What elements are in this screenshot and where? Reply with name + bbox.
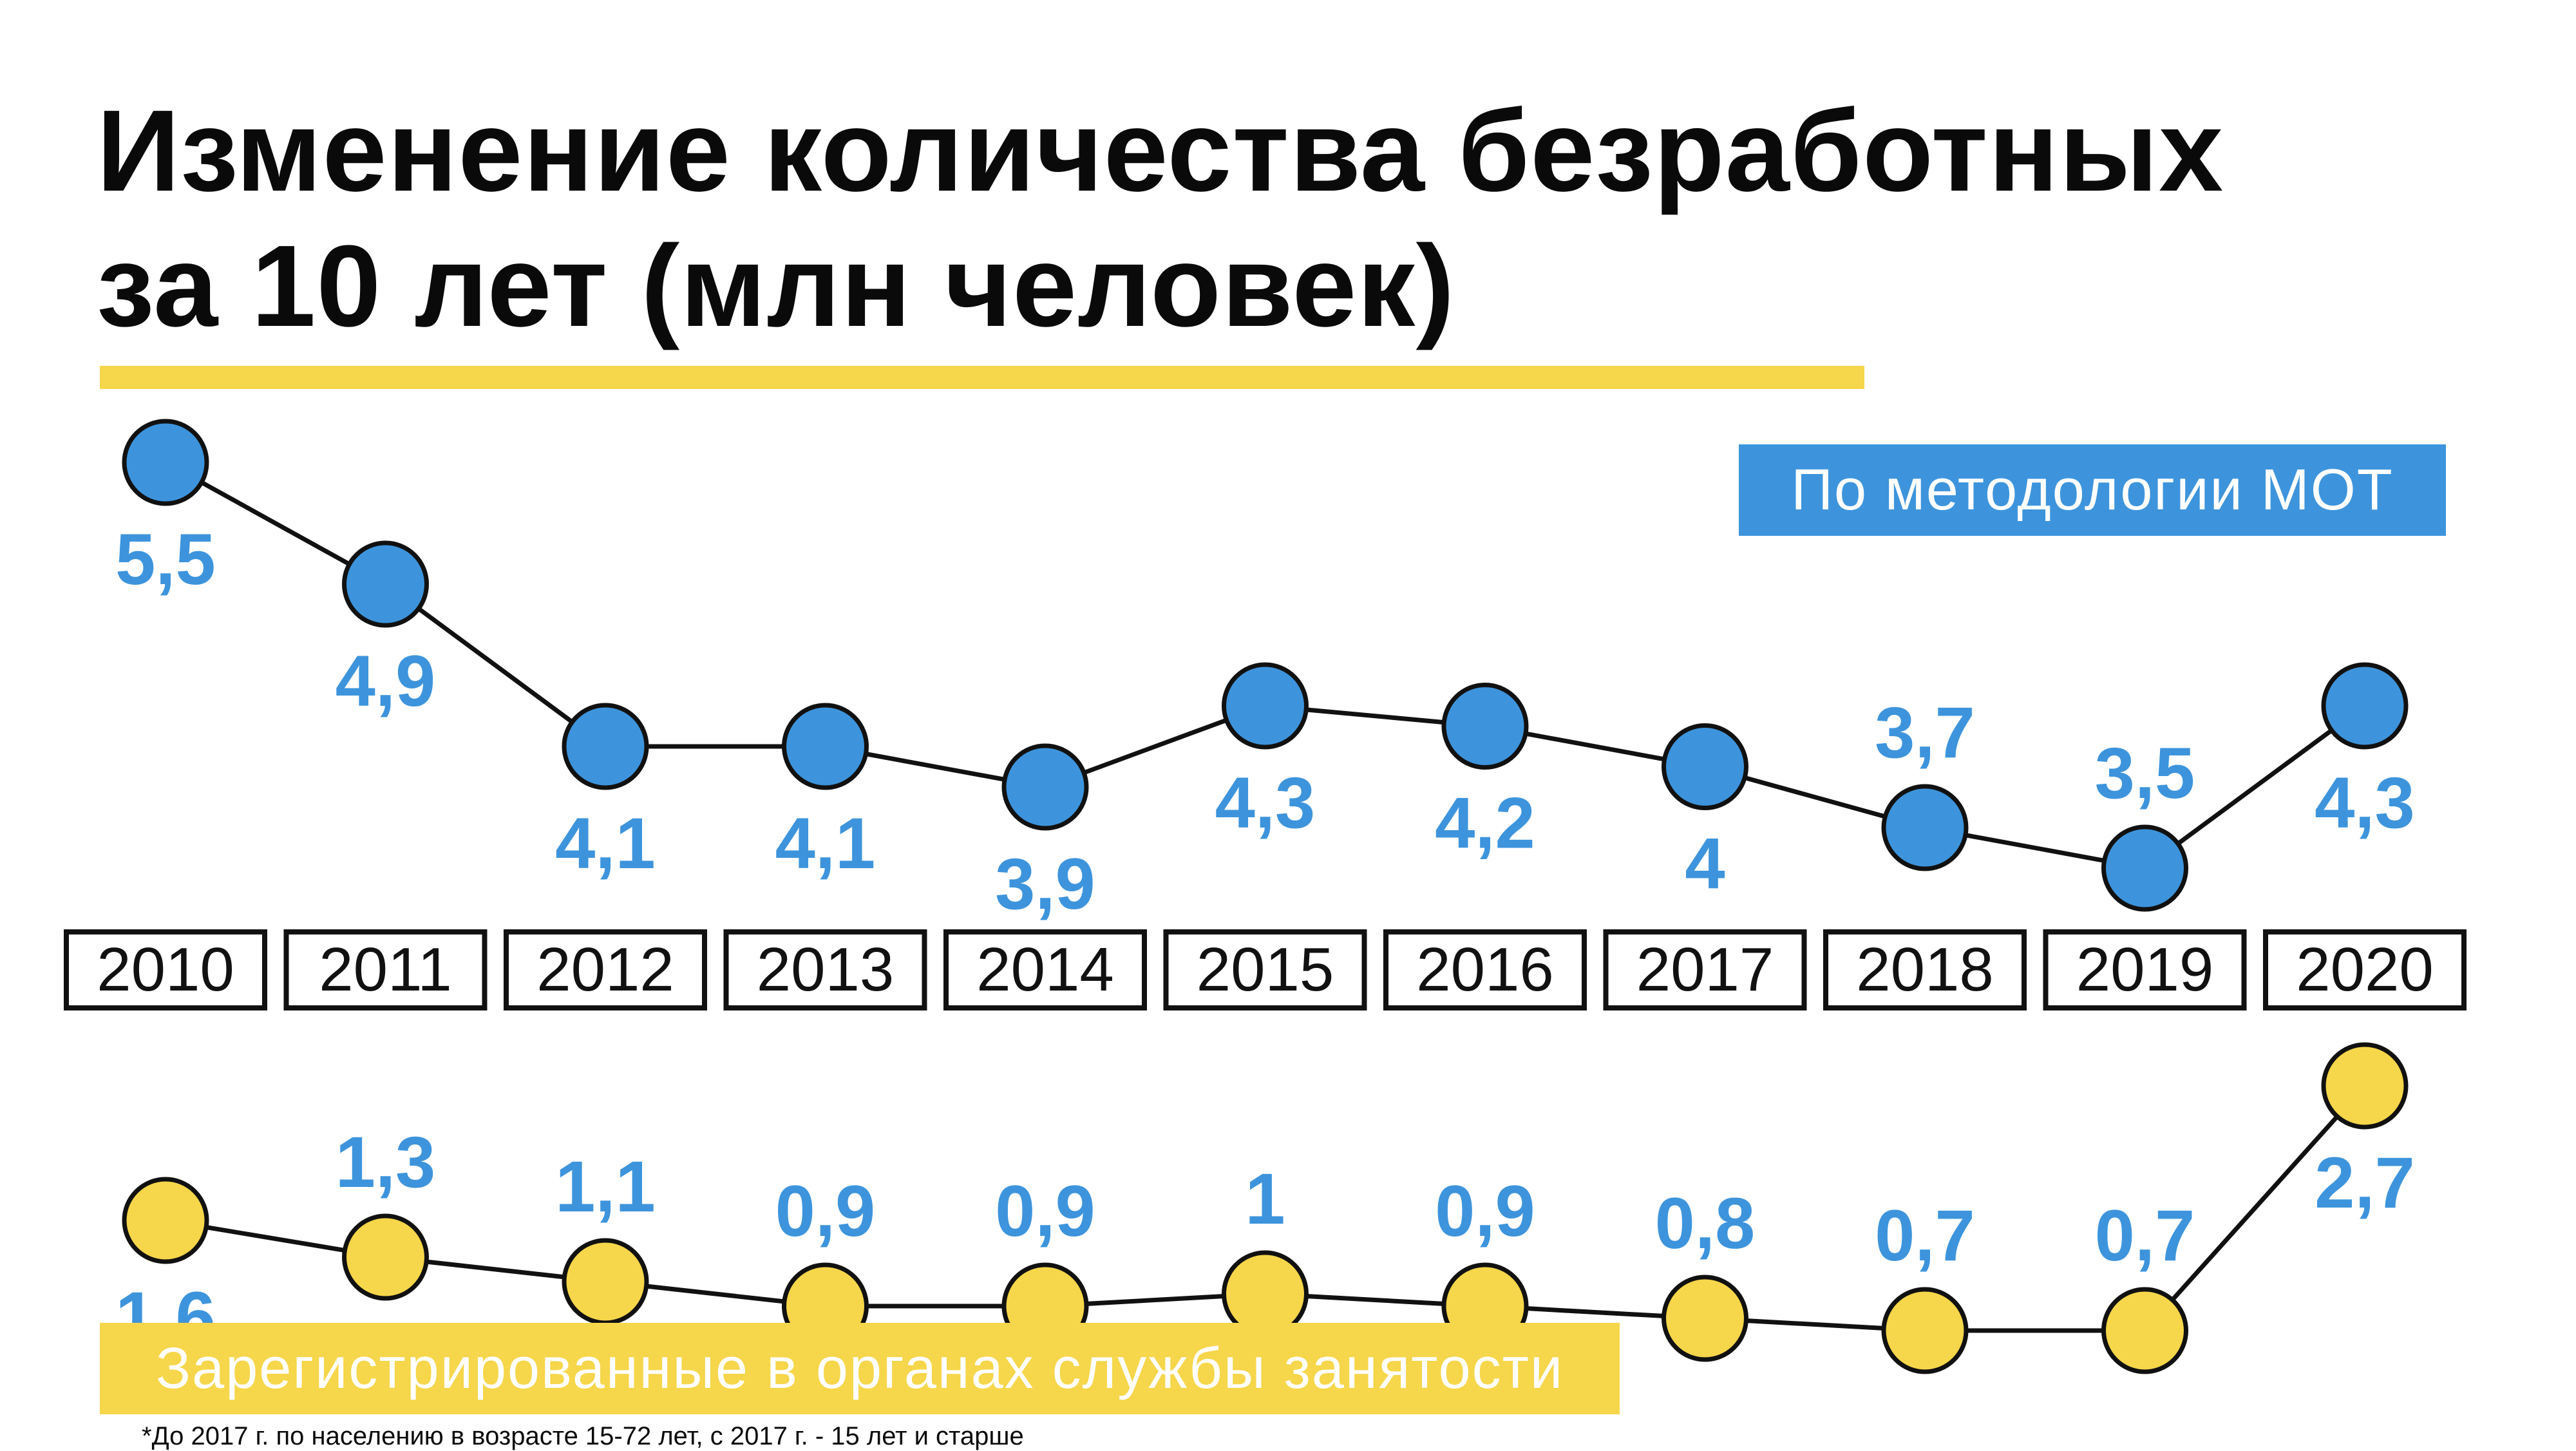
data-point-mot — [1222, 662, 1309, 750]
chart-title-line-2: за 10 лет (млн человек) — [97, 222, 1455, 351]
x-tick-label: 2015 — [1197, 935, 1334, 1004]
data-label-mot: 4,3 — [2315, 763, 2415, 843]
legend-badge-mot: По методологии МОТ — [1739, 444, 2446, 536]
year-box: 2020 — [2263, 929, 2467, 1010]
data-label-mot: 3,5 — [2095, 733, 2195, 813]
x-tick-label: 2014 — [976, 935, 1114, 1004]
chart-title: Изменение количества безработных за 10 л… — [97, 84, 2415, 354]
data-point-mot — [342, 540, 429, 628]
x-tick-label: 2018 — [1856, 935, 1994, 1004]
title-accent-bar — [100, 366, 1864, 389]
data-label-registered: 0,9 — [775, 1171, 876, 1251]
x-tick-label: 2012 — [536, 935, 674, 1004]
legend-badge-registered: Зарегистрированные в органах службы заня… — [100, 1323, 1620, 1414]
legend-label-registered: Зарегистрированные в органах службы заня… — [155, 1336, 1564, 1401]
year-box: 2011 — [283, 929, 488, 1010]
year-box: 2012 — [504, 929, 707, 1010]
x-tick-label: 2011 — [319, 935, 451, 1004]
data-point-registered — [2101, 1287, 2188, 1374]
data-point-registered — [342, 1213, 429, 1301]
year-box: 2017 — [1603, 929, 1807, 1010]
data-label-registered: 0,7 — [2095, 1195, 2195, 1276]
year-box: 2014 — [943, 929, 1147, 1010]
data-label-registered: 0,9 — [995, 1171, 1095, 1251]
data-label-mot: 4,1 — [555, 803, 656, 884]
data-point-registered — [562, 1238, 649, 1325]
data-point-registered — [1881, 1287, 1969, 1374]
year-box: 2015 — [1163, 929, 1367, 1010]
year-box: 2019 — [2043, 929, 2247, 1010]
data-point-mot — [1441, 683, 1529, 770]
year-box-frame — [723, 929, 927, 1010]
data-point-registered — [122, 1177, 209, 1264]
data-label-registered: 0,7 — [1875, 1195, 1975, 1276]
data-point-mot — [1001, 743, 1089, 831]
data-label-registered: 2,7 — [2315, 1143, 2415, 1223]
x-tick-label: 2017 — [1636, 935, 1774, 1004]
data-point-mot — [1662, 723, 1748, 810]
year-box-frame — [504, 929, 707, 1010]
year-box-frame — [1603, 929, 1807, 1010]
data-point-registered — [1662, 1275, 1748, 1362]
data-point-mot — [782, 703, 869, 790]
chart-title-line-1: Изменение количества безработных — [97, 86, 2224, 216]
year-box-frame — [1163, 929, 1367, 1010]
data-label-mot: 4 — [1685, 824, 1725, 904]
year-box: 2016 — [1383, 929, 1587, 1010]
data-label-registered: 1,3 — [336, 1122, 436, 1202]
data-label-mot: 4,3 — [1215, 763, 1316, 843]
legend-label-mot: По методологии МОТ — [1791, 457, 2394, 522]
data-label-registered: 0,8 — [1655, 1183, 1756, 1264]
data-label-mot: 5,5 — [115, 519, 216, 600]
year-box: 2013 — [723, 929, 927, 1010]
data-label-mot: 4,9 — [336, 641, 436, 721]
data-label-registered: 1,1 — [555, 1146, 656, 1227]
x-tick-label: 2020 — [2296, 935, 2434, 1004]
year-box: 2010 — [64, 929, 267, 1010]
year-box-frame — [2263, 929, 2467, 1010]
year-box-frame — [2043, 929, 2247, 1010]
data-point-mot — [1881, 784, 1969, 871]
data-label-registered: 1 — [1245, 1159, 1285, 1239]
data-label-mot: 4,1 — [775, 803, 876, 884]
data-point-mot — [562, 703, 649, 790]
x-tick-label: 2016 — [1416, 935, 1554, 1004]
data-label-mot: 3,7 — [1875, 692, 1975, 773]
data-label-mot: 3,9 — [995, 844, 1095, 924]
x-tick-label: 2013 — [757, 935, 895, 1004]
year-box-frame — [1383, 929, 1587, 1010]
year-box-frame — [64, 929, 267, 1010]
data-label-registered: 0,9 — [1435, 1171, 1535, 1251]
x-tick-label: 2019 — [2076, 935, 2214, 1004]
x-tick-label: 2010 — [97, 935, 234, 1004]
year-box-frame — [1823, 929, 2027, 1010]
data-label-mot: 4,2 — [1435, 783, 1535, 864]
data-point-mot — [2101, 824, 2188, 912]
data-point-mot — [2321, 662, 2409, 750]
footnote: *До 2017 г. по населению в возрасте 15-7… — [142, 1422, 1024, 1450]
data-point-registered — [2321, 1042, 2409, 1130]
year-box-frame — [943, 929, 1147, 1010]
year-box: 2018 — [1823, 929, 2027, 1010]
year-box-frame — [283, 929, 488, 1010]
data-point-mot — [122, 419, 209, 506]
